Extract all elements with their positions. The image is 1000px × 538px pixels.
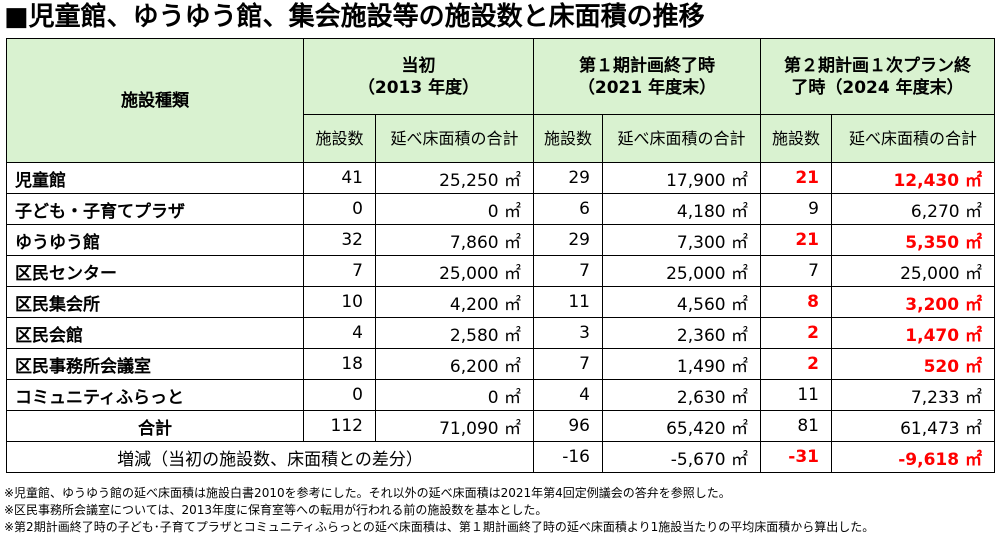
count-phase2: 2 (760, 317, 832, 349)
area-phase1: 2,630 ㎡ (602, 379, 761, 411)
header-facility-type: 施設種類 (6, 38, 304, 163)
table-row: コミュニティふらっと 0 0 ㎡ 4 2,630 ㎡ 11 7,233 ㎡ (6, 379, 995, 411)
diff-area-phase1: -5,670 ㎡ (602, 441, 761, 473)
area-phase1: 1,490 ㎡ (602, 348, 761, 380)
row-name: 区民集会所 (6, 286, 304, 318)
table-row: 区民事務所会議室 18 6,200 ㎡ 7 1,490 ㎡ 2 520 ㎡ (6, 348, 995, 380)
row-name: コミュニティふらっと (6, 379, 304, 411)
area-initial: 2,580 ㎡ (375, 317, 534, 349)
row-name: 児童館 (6, 162, 304, 194)
area-initial: 25,250 ㎡ (375, 162, 534, 194)
footnote: ※区民事務所会議室については、2013年度に保育室等への転用が行われる前の施設数… (4, 503, 548, 517)
diff-count-phase2: -31 (760, 441, 832, 473)
count-phase2: 9 (760, 193, 832, 225)
count-phase2: 21 (760, 224, 832, 256)
header-period-phase2: 第２期計画１次プラン終 了時（2024 年度末） (760, 38, 995, 115)
count-initial: 0 (303, 193, 376, 225)
area-phase2: 5,350 ㎡ (831, 224, 995, 256)
area-phase1: 25,000 ㎡ (602, 255, 761, 287)
count-initial: 41 (303, 162, 376, 194)
facility-table: 施設種類 当初 （2013 年度） 第１期計画終了時 （2021 年度末） 第２期計… (6, 38, 995, 473)
count-initial: 10 (303, 286, 376, 318)
diff-count-phase1: -16 (533, 441, 603, 473)
table-row: 児童館 41 25,250 ㎡ 29 17,900 ㎡ 21 12,430 ㎡ (6, 162, 995, 194)
count-phase2: 7 (760, 255, 832, 287)
header-area: 延べ床面積の合計 (375, 114, 534, 163)
area-phase2: 25,000 ㎡ (831, 255, 995, 287)
header-count: 施設数 (533, 114, 603, 163)
area-initial: 25,000 ㎡ (375, 255, 534, 287)
footnote: ※児童館、ゆうゆう館の延べ床面積は施設白書2010を参考にした。それ以外の延べ床… (4, 486, 731, 500)
area-phase2: 6,270 ㎡ (831, 193, 995, 225)
diff-label: 増減（当初の施設数、床面積との差分） (6, 441, 534, 473)
count-phase1: 29 (533, 224, 603, 256)
table-row: 子ども・子育てプラザ 0 0 ㎡ 6 4,180 ㎡ 9 6,270 ㎡ (6, 193, 995, 225)
header-area: 延べ床面積の合計 (602, 114, 761, 163)
area-initial: 4,200 ㎡ (375, 286, 534, 318)
area-initial: 6,200 ㎡ (375, 348, 534, 380)
header-count: 施設数 (760, 114, 832, 163)
area-phase2: 1,470 ㎡ (831, 317, 995, 349)
total-area-phase2: 61,473 ㎡ (831, 410, 995, 442)
count-phase2: 11 (760, 379, 832, 411)
count-phase1: 3 (533, 317, 603, 349)
count-phase1: 7 (533, 348, 603, 380)
table-row: 区民会館 4 2,580 ㎡ 3 2,360 ㎡ 2 1,470 ㎡ (6, 317, 995, 349)
count-phase2: 21 (760, 162, 832, 194)
area-phase2: 3,200 ㎡ (831, 286, 995, 318)
footnote: ※第2期計画終了時の子ども･子育てプラザとコミュニティふらっとの延べ床面積は、第… (4, 520, 875, 534)
row-name: 子ども・子育てプラザ (6, 193, 304, 225)
header-period-initial: 当初 （2013 年度） (303, 38, 534, 115)
page-title: ■児童館、ゆうゆう館、集会施設等の施設数と床面積の推移 (4, 2, 705, 32)
header-period-phase1: 第１期計画終了時 （2021 年度末） (533, 38, 761, 115)
header-area: 延べ床面積の合計 (831, 114, 995, 163)
total-label: 合計 (6, 410, 304, 442)
count-phase2: 8 (760, 286, 832, 318)
count-phase1: 11 (533, 286, 603, 318)
diff-area-phase2: -9,618 ㎡ (831, 441, 995, 473)
row-name: ゆうゆう館 (6, 224, 304, 256)
total-area-phase1: 65,420 ㎡ (602, 410, 761, 442)
area-phase2: 12,430 ㎡ (831, 162, 995, 194)
row-name: 区民会館 (6, 317, 304, 349)
table-row: 区民集会所 10 4,200 ㎡ 11 4,560 ㎡ 8 3,200 ㎡ (6, 286, 995, 318)
area-phase1: 2,360 ㎡ (602, 317, 761, 349)
area-phase1: 4,560 ㎡ (602, 286, 761, 318)
total-area-initial: 71,090 ㎡ (375, 410, 534, 442)
count-phase1: 29 (533, 162, 603, 194)
count-initial: 18 (303, 348, 376, 380)
header-count: 施設数 (303, 114, 376, 163)
area-initial: 0 ㎡ (375, 193, 534, 225)
total-count-phase1: 96 (533, 410, 603, 442)
count-initial: 7 (303, 255, 376, 287)
area-initial: 7,860 ㎡ (375, 224, 534, 256)
footnotes: ※児童館、ゆうゆう館の延べ床面積は施設白書2010を参考にした。それ以外の延べ床… (4, 485, 874, 536)
area-phase2: 7,233 ㎡ (831, 379, 995, 411)
table-row: ゆうゆう館 32 7,860 ㎡ 29 7,300 ㎡ 21 5,350 ㎡ (6, 224, 995, 256)
area-phase1: 7,300 ㎡ (602, 224, 761, 256)
area-phase2: 520 ㎡ (831, 348, 995, 380)
row-name: 区民事務所会議室 (6, 348, 304, 380)
total-count-initial: 112 (303, 410, 376, 442)
count-phase1: 7 (533, 255, 603, 287)
table-row: 区民センター 7 25,000 ㎡ 7 25,000 ㎡ 7 25,000 ㎡ (6, 255, 995, 287)
total-count-phase2: 81 (760, 410, 832, 442)
area-phase1: 17,900 ㎡ (602, 162, 761, 194)
count-initial: 4 (303, 317, 376, 349)
count-phase1: 4 (533, 379, 603, 411)
row-name: 区民センター (6, 255, 304, 287)
count-initial: 0 (303, 379, 376, 411)
count-phase1: 6 (533, 193, 603, 225)
count-initial: 32 (303, 224, 376, 256)
area-phase1: 4,180 ㎡ (602, 193, 761, 225)
count-phase2: 2 (760, 348, 832, 380)
area-initial: 0 ㎡ (375, 379, 534, 411)
